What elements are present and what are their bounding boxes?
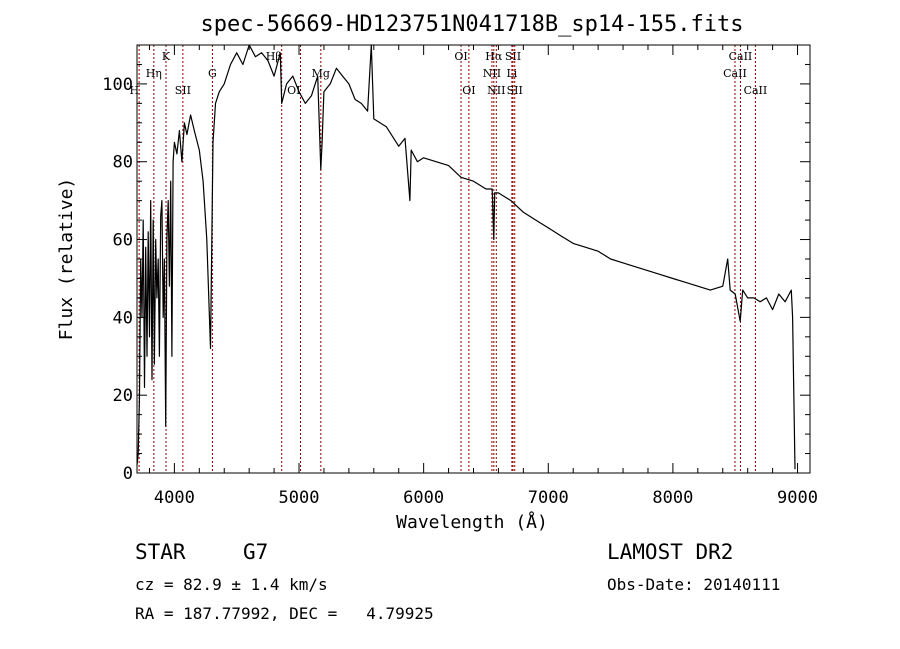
line-marker-label-10: Hα xyxy=(485,50,503,63)
line-marker-label-12: NII xyxy=(487,84,505,97)
x-axis-label: Wavelength (Å) xyxy=(396,511,548,533)
y-tick-label-0: 0 xyxy=(123,464,133,484)
x-tick-label-4: 8000 xyxy=(652,488,693,508)
line-marker-label-17: CaII xyxy=(723,67,747,80)
y-axis-label: Flux (relative) xyxy=(56,178,77,341)
chart-title: spec-56669-HD123751N041718B_sp14-155.fit… xyxy=(200,12,743,37)
x-tick-label-2: 6000 xyxy=(403,488,444,508)
line-marker-label-5: Hβ xyxy=(266,50,282,63)
line-marker-label-16: CaII xyxy=(729,50,753,63)
line-marker-label-18: CaII xyxy=(744,84,768,97)
line-marker-label-0: Hη xyxy=(146,67,162,80)
line-marker-label-4: G xyxy=(208,67,217,80)
x-tick-label-3: 7000 xyxy=(528,488,569,508)
spectrum-series xyxy=(136,44,796,470)
line-marker-label-2: K xyxy=(162,50,171,63)
x-tick-label-1: 5000 xyxy=(279,488,320,508)
object-subclass: G7 xyxy=(243,540,269,564)
line-marker-label-1: H xyxy=(130,84,140,97)
observation-date: Obs-Date: 20140111 xyxy=(607,575,781,594)
spectrum-line-0 xyxy=(136,44,796,470)
line-marker-label-15: SII xyxy=(507,84,523,97)
axes: 4000 5000 6000 7000 8000 9000 0 20 40 60 80 100 xyxy=(102,44,818,508)
line-marker-label-13: SII xyxy=(505,50,521,63)
object-class: STAR xyxy=(135,540,186,564)
line-marker-label-9: OI xyxy=(462,84,475,97)
y-tick-label-1: 20 xyxy=(113,386,133,406)
survey-name: LAMOST DR2 xyxy=(607,540,734,564)
x-tick-label-5: 9000 xyxy=(777,488,818,508)
line-marker-label-8: OI xyxy=(454,50,467,63)
redshift-velocity: cz = 82.9 ± 1.4 km/s xyxy=(135,575,328,594)
coordinates: RA = 187.77992, DEC = 4.79925 xyxy=(135,604,434,623)
plot-frame xyxy=(136,44,811,474)
y-tick-label-2: 40 xyxy=(113,308,133,328)
spectral-line-markers: HηHKSIIGHβMgOIOIOIHαNIINIISIILiSIICaIICa… xyxy=(130,45,768,473)
line-marker-label-6: Mg xyxy=(312,67,330,80)
line-marker-label-14: Li xyxy=(506,67,517,80)
y-tick-label-3: 60 xyxy=(113,231,133,251)
x-tick-label-0: 4000 xyxy=(154,488,195,508)
line-marker-label-11: NII xyxy=(483,67,501,80)
y-tick-label-4: 80 xyxy=(113,153,133,173)
line-marker-label-3: SII xyxy=(175,84,191,97)
y-tick-label-5: 100 xyxy=(102,75,133,95)
